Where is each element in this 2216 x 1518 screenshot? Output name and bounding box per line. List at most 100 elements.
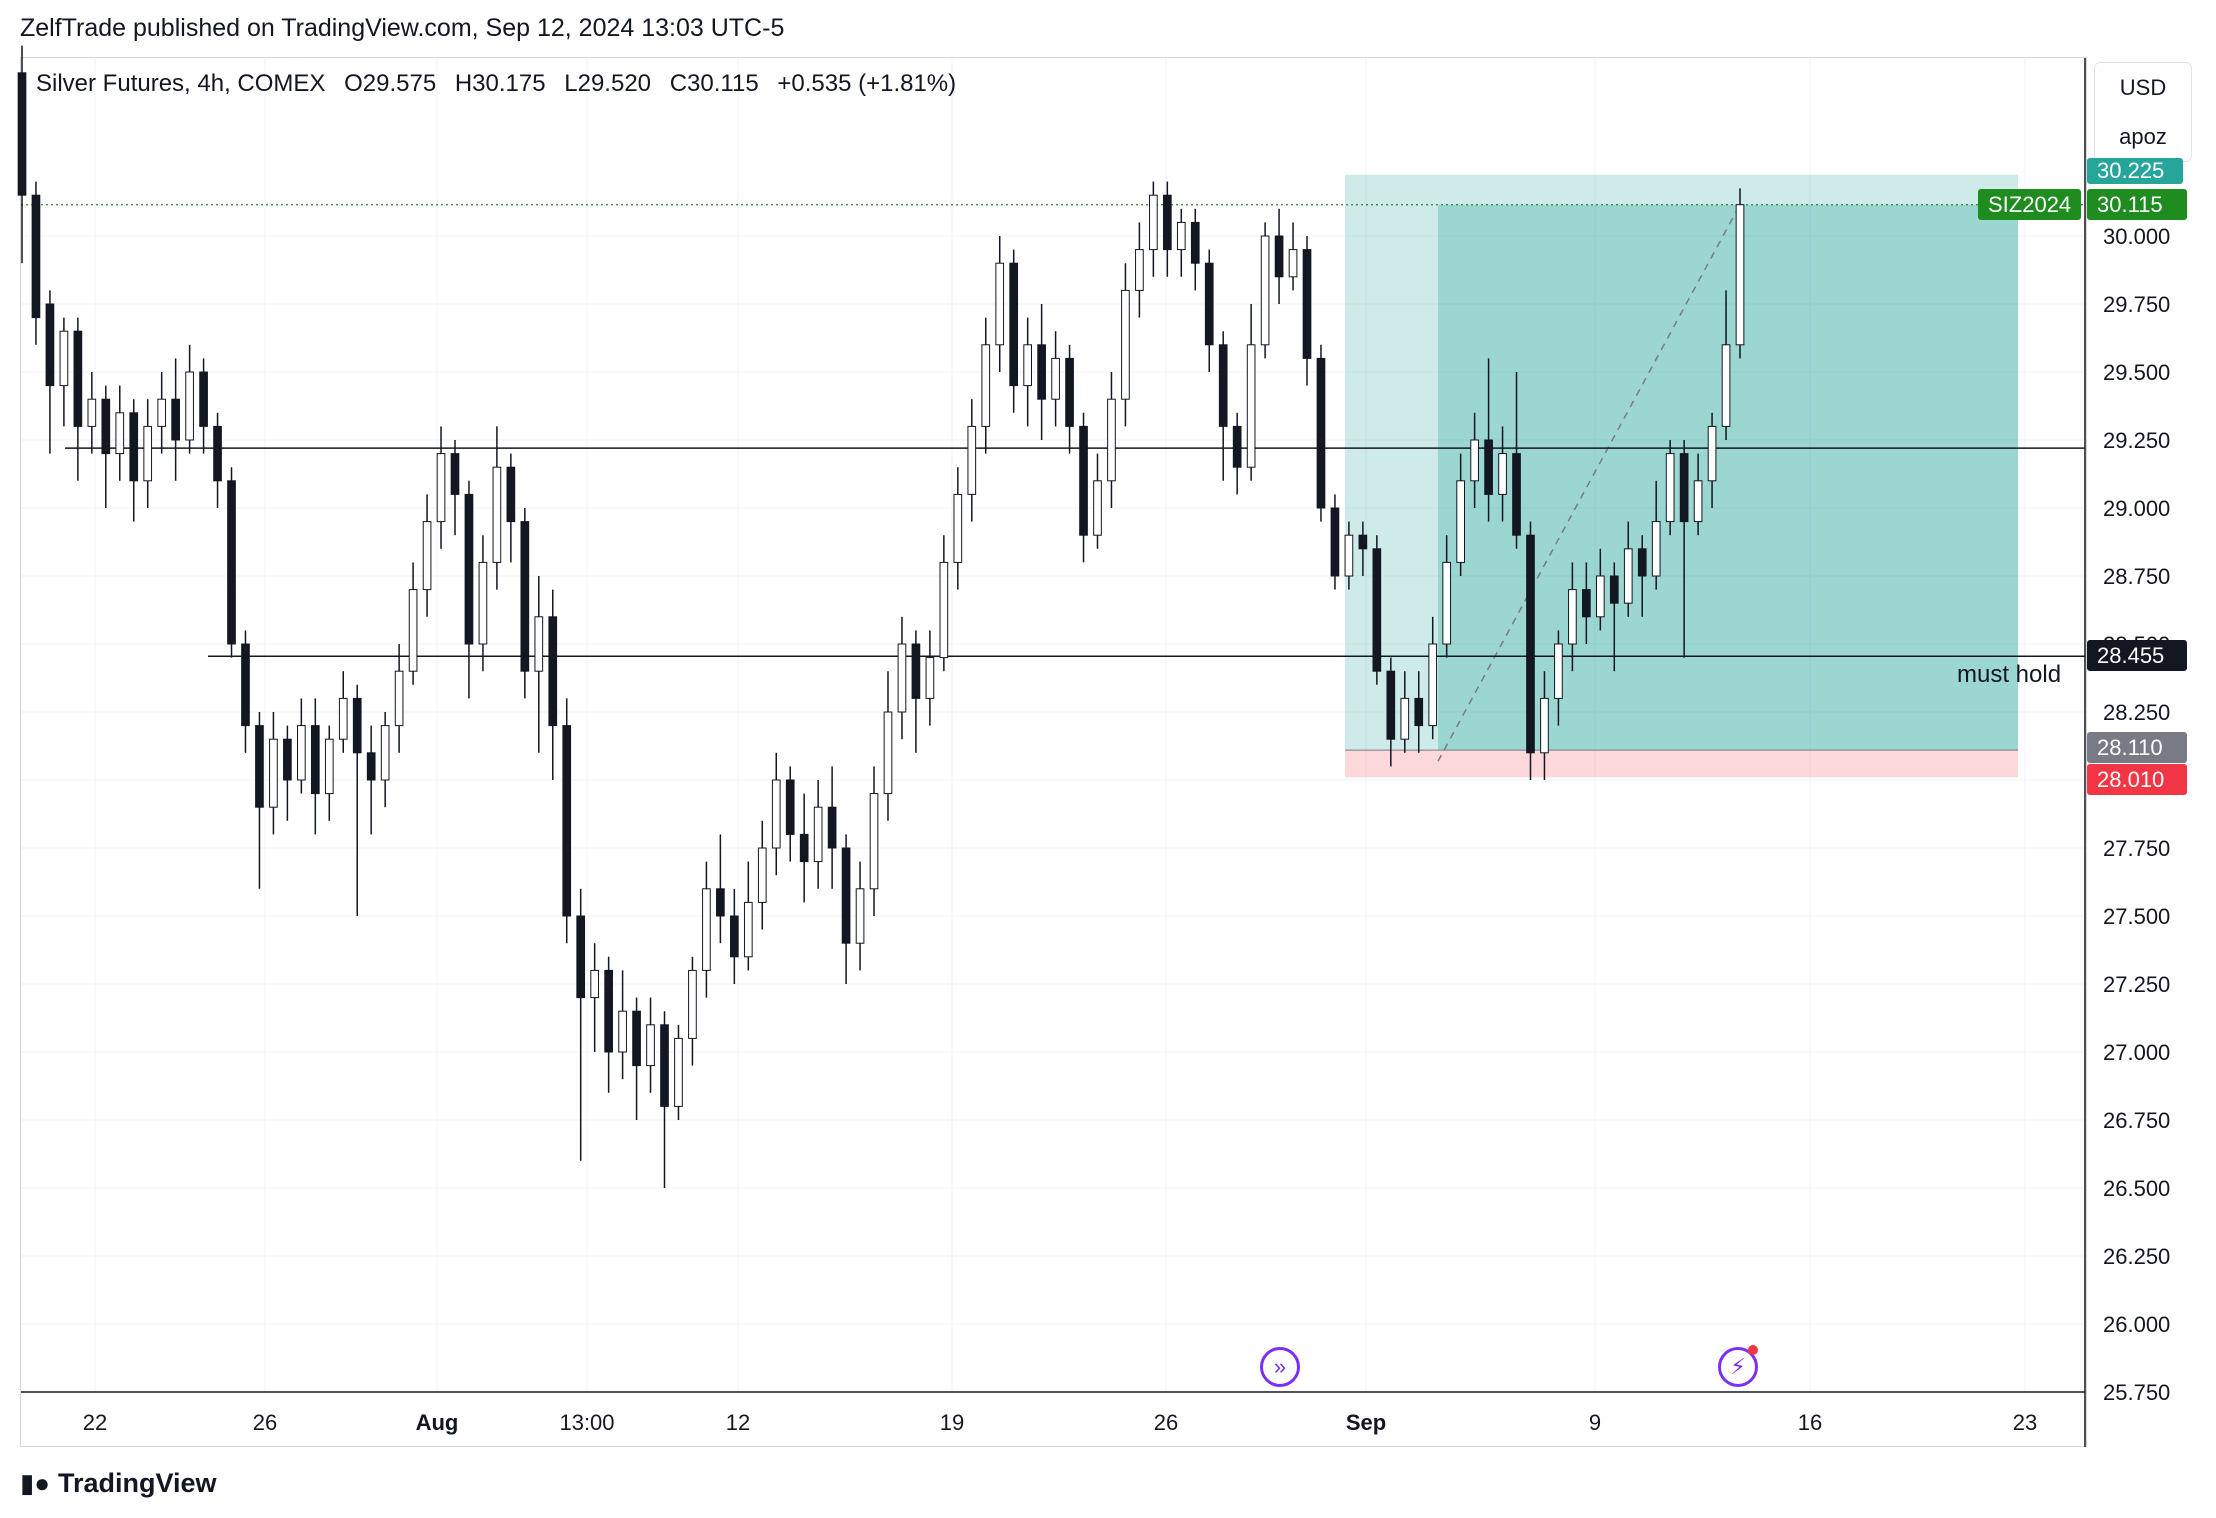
candle-body bbox=[1595, 575, 1605, 618]
x-tick-label: 23 bbox=[2013, 1410, 2037, 1435]
candle-body bbox=[1554, 643, 1563, 699]
candle-body bbox=[380, 725, 390, 781]
candle-body bbox=[981, 344, 991, 427]
candle-body bbox=[855, 888, 865, 944]
candle-body bbox=[1065, 357, 1074, 427]
candle-body bbox=[143, 425, 153, 482]
tv-logo-icon: ▮● bbox=[20, 1468, 51, 1498]
tradingview-logo[interactable]: ▮● TradingView bbox=[20, 1468, 217, 1499]
candle-body bbox=[45, 303, 55, 387]
y-tick-label: 29.500 bbox=[2103, 360, 2170, 385]
x-tick-label: 12 bbox=[726, 1410, 750, 1435]
candle-body bbox=[1246, 344, 1256, 468]
candle-body bbox=[757, 847, 767, 903]
x-tick-label: 26 bbox=[253, 1410, 277, 1435]
apoz-label[interactable]: apoz bbox=[2119, 124, 2167, 149]
y-tick-label: 27.750 bbox=[2103, 836, 2170, 861]
last-price-tag: 30.115 bbox=[2087, 189, 2187, 220]
currency-selector[interactable]: USD apoz bbox=[2094, 62, 2192, 162]
candle-body bbox=[1135, 249, 1144, 291]
candle-body bbox=[1023, 344, 1032, 387]
tv-logo-text: TradingView bbox=[58, 1468, 217, 1498]
candle-body bbox=[1721, 344, 1731, 427]
legend-symbol: Silver Futures, 4h, COMEX bbox=[36, 70, 326, 97]
candle-body bbox=[1162, 194, 1172, 251]
candle-body bbox=[1400, 697, 1410, 740]
candle-body bbox=[632, 1010, 641, 1067]
replay-icon[interactable]: » bbox=[1260, 1347, 1300, 1387]
x-tick-label: 13:00 bbox=[559, 1410, 614, 1435]
candle-body bbox=[492, 466, 502, 563]
candle-body bbox=[1484, 439, 1493, 495]
candle-body bbox=[1568, 589, 1577, 645]
y-tick-label: 29.250 bbox=[2103, 428, 2170, 453]
y-tick-label: 27.500 bbox=[2103, 904, 2170, 929]
candle-body bbox=[87, 398, 97, 427]
candle-body bbox=[1330, 507, 1340, 577]
candle-body bbox=[1344, 534, 1354, 577]
candle-body bbox=[352, 697, 362, 754]
x-tick-label: Sep bbox=[1346, 1410, 1386, 1435]
candle-body bbox=[1009, 262, 1019, 387]
candle-body bbox=[1051, 357, 1060, 400]
y-tick-label: 25.750 bbox=[2103, 1380, 2170, 1405]
candle-body bbox=[827, 806, 837, 849]
candle-body bbox=[1442, 561, 1452, 645]
candle-body bbox=[1637, 548, 1647, 577]
candle-body bbox=[660, 1024, 669, 1107]
candle-body bbox=[1665, 453, 1675, 523]
x-tick-label: Aug bbox=[416, 1410, 459, 1435]
candle-body bbox=[1386, 670, 1396, 740]
notification-dot bbox=[1748, 1345, 1758, 1355]
lightning-icon[interactable]: ⚡ bbox=[1718, 1347, 1758, 1387]
x-tick-label: 26 bbox=[1154, 1410, 1178, 1435]
candle-body bbox=[953, 493, 963, 563]
candle-body bbox=[1498, 453, 1507, 495]
candle-body bbox=[31, 194, 41, 319]
chart-frame bbox=[20, 57, 2087, 1447]
candle-body bbox=[702, 888, 711, 971]
must-hold-annotation: must hold bbox=[1957, 661, 2062, 688]
candle-body bbox=[157, 398, 167, 427]
candle-body bbox=[129, 412, 139, 482]
candle-body bbox=[464, 493, 474, 645]
candle-body bbox=[1037, 344, 1046, 400]
candle-body bbox=[1149, 194, 1158, 251]
candle-body bbox=[422, 521, 432, 591]
legend-close: C30.115 bbox=[669, 70, 759, 97]
candle-body bbox=[1302, 249, 1312, 359]
y-tick-label: 28.250 bbox=[2103, 700, 2170, 725]
candle-body bbox=[1372, 548, 1382, 672]
candle-body bbox=[1204, 262, 1214, 346]
candle-body bbox=[1358, 534, 1368, 550]
stop-price-tag: 28.010 bbox=[2087, 764, 2187, 795]
candle-body bbox=[1623, 548, 1633, 604]
trade-path-line bbox=[1437, 204, 1741, 762]
loss-zone bbox=[1345, 750, 2018, 778]
candle-body bbox=[576, 915, 586, 999]
candle-body bbox=[436, 453, 446, 523]
candle-body bbox=[1693, 480, 1703, 523]
candle-body bbox=[1526, 534, 1535, 754]
candle-body bbox=[869, 793, 879, 890]
candle-body bbox=[771, 779, 781, 849]
candle-body bbox=[562, 725, 572, 917]
candle-body bbox=[813, 806, 823, 863]
target-price-tag: 30.225 bbox=[2087, 158, 2183, 184]
candle-body bbox=[674, 1037, 683, 1107]
y-tick-label: 29.750 bbox=[2103, 292, 2170, 317]
candle-body bbox=[227, 480, 236, 645]
candle-body bbox=[1093, 480, 1102, 536]
candle-body bbox=[1456, 480, 1465, 563]
must-hold-price-tag: 28.455 bbox=[2087, 640, 2187, 671]
candle-body bbox=[1470, 439, 1479, 482]
currency-label[interactable]: USD bbox=[2119, 75, 2167, 100]
candle-body bbox=[1512, 453, 1521, 536]
candle-body bbox=[269, 738, 278, 808]
candle-body bbox=[534, 616, 544, 672]
candle-body bbox=[590, 969, 600, 999]
candle-body bbox=[255, 725, 264, 808]
candle-body bbox=[185, 371, 194, 441]
candle-body bbox=[101, 398, 111, 455]
